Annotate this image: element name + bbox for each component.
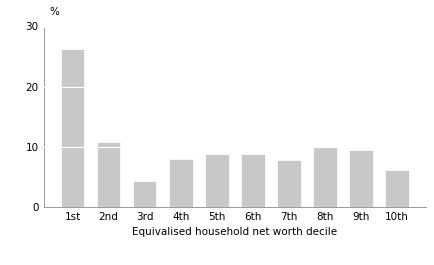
Bar xyxy=(241,154,264,207)
Bar xyxy=(97,142,120,207)
Bar xyxy=(312,147,336,207)
Bar xyxy=(385,170,408,207)
Bar xyxy=(349,150,372,207)
Text: %: % xyxy=(49,7,59,17)
Bar xyxy=(169,159,192,207)
Bar xyxy=(61,49,84,207)
Bar xyxy=(133,182,156,207)
Bar xyxy=(205,154,228,207)
X-axis label: Equivalised household net worth decile: Equivalised household net worth decile xyxy=(132,227,337,237)
Bar xyxy=(276,160,300,207)
